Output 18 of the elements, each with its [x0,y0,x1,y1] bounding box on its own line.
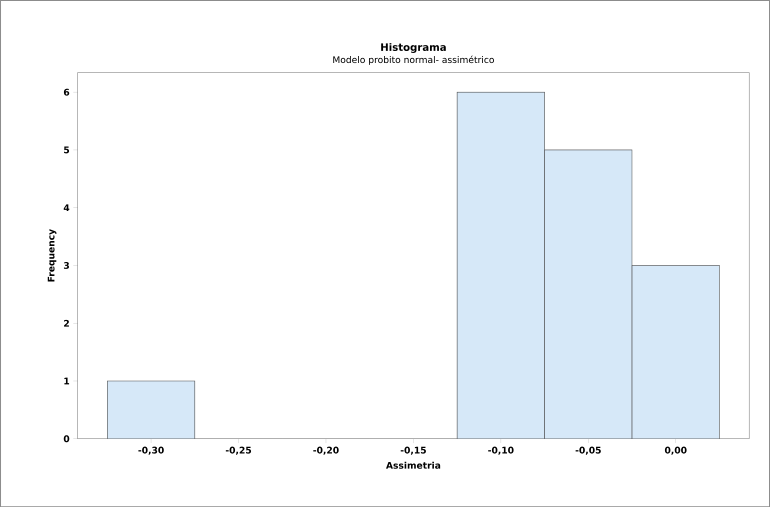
x-tick-label: -0,30 [138,446,164,455]
y-tick-label: 6 [64,88,70,96]
chart-title: Histograma [381,42,446,53]
x-tick-label: -0,10 [488,446,514,455]
x-tick-label: -0,15 [400,446,426,455]
y-tick-label: 4 [64,204,70,211]
x-tick-label: -0,25 [226,446,252,455]
x-tick-label: -0,05 [576,446,601,455]
y-tick-label: 0 [64,435,70,442]
y-axis-title: Frequency [48,228,56,282]
y-tick-label: 5 [64,146,70,154]
x-tick-label: -0,20 [313,446,339,455]
x-axis-title: Assimetria [386,462,440,469]
y-tick-label: 1 [64,378,70,384]
x-tick-label: 0,00 [664,446,687,455]
y-tick-label: 3 [64,262,69,269]
chart-subtitle: Modelo probito normal- assimétrico [333,56,494,65]
y-tick-label: 2 [64,320,69,327]
